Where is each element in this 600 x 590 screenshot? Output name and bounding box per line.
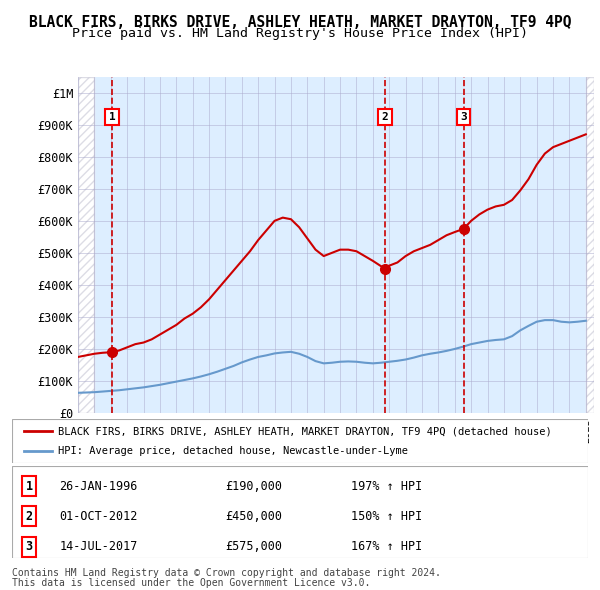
Text: HPI: Average price, detached house, Newcastle-under-Lyme: HPI: Average price, detached house, Newc… bbox=[58, 446, 408, 455]
Bar bbox=[78, 77, 94, 413]
Text: 150% ↑ HPI: 150% ↑ HPI bbox=[351, 510, 422, 523]
Text: This data is licensed under the Open Government Licence v3.0.: This data is licensed under the Open Gov… bbox=[12, 578, 370, 588]
Text: 3: 3 bbox=[460, 112, 467, 122]
Text: BLACK FIRS, BIRKS DRIVE, ASHLEY HEATH, MARKET DRAYTON, TF9 4PQ (detached house): BLACK FIRS, BIRKS DRIVE, ASHLEY HEATH, M… bbox=[58, 427, 552, 436]
Text: 2: 2 bbox=[26, 510, 33, 523]
Text: 01-OCT-2012: 01-OCT-2012 bbox=[59, 510, 137, 523]
Text: 1: 1 bbox=[109, 112, 115, 122]
FancyBboxPatch shape bbox=[12, 466, 588, 558]
Text: 26-JAN-1996: 26-JAN-1996 bbox=[59, 480, 137, 493]
Bar bbox=[586, 77, 594, 413]
Text: BLACK FIRS, BIRKS DRIVE, ASHLEY HEATH, MARKET DRAYTON, TF9 4PQ: BLACK FIRS, BIRKS DRIVE, ASHLEY HEATH, M… bbox=[29, 15, 571, 30]
Bar bbox=[78, 77, 94, 413]
Text: 3: 3 bbox=[26, 540, 33, 553]
Text: 14-JUL-2017: 14-JUL-2017 bbox=[59, 540, 137, 553]
Text: 167% ↑ HPI: 167% ↑ HPI bbox=[351, 540, 422, 553]
Text: £450,000: £450,000 bbox=[226, 510, 283, 523]
Text: £190,000: £190,000 bbox=[226, 480, 283, 493]
FancyBboxPatch shape bbox=[12, 419, 588, 463]
Text: 1: 1 bbox=[26, 480, 33, 493]
Text: 2: 2 bbox=[382, 112, 389, 122]
Text: 197% ↑ HPI: 197% ↑ HPI bbox=[351, 480, 422, 493]
Text: Contains HM Land Registry data © Crown copyright and database right 2024.: Contains HM Land Registry data © Crown c… bbox=[12, 568, 441, 578]
Text: Price paid vs. HM Land Registry's House Price Index (HPI): Price paid vs. HM Land Registry's House … bbox=[72, 27, 528, 40]
Text: £575,000: £575,000 bbox=[226, 540, 283, 553]
Bar bbox=[586, 77, 594, 413]
